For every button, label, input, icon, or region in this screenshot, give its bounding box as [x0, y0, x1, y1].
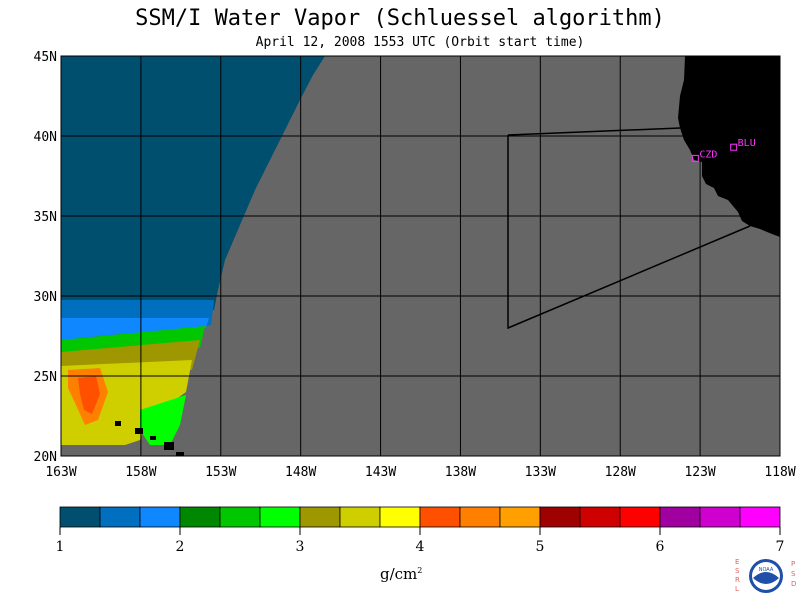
colorbar-tick-label: 3 [296, 539, 305, 555]
colorbar-swatch [139, 506, 181, 528]
colorbar-swatch [299, 506, 341, 528]
map-panel [61, 56, 780, 456]
colorbar-tick-label: 2 [176, 539, 185, 555]
california-landmass [678, 56, 780, 237]
colorbar-swatch [659, 506, 701, 528]
colorbar-swatch [619, 506, 661, 528]
map-subtitle: April 12, 2008 1553 UTC (Orbit start tim… [255, 35, 585, 50]
swath-deep-vapor [61, 56, 325, 310]
colorbar-swatch [259, 506, 301, 528]
station-marker-czd [691, 154, 699, 162]
longitude-label: 163W [45, 465, 76, 480]
colorbar-tick-label: 5 [536, 539, 545, 555]
colorbar-swatch [59, 506, 101, 528]
longitude-label: 118W [764, 465, 795, 480]
colorbar-tick-label: 4 [416, 539, 425, 555]
longitude-label: 153W [205, 465, 236, 480]
svg-text:E: E [735, 558, 739, 566]
svg-text:L: L [735, 585, 739, 593]
longitude-label: 138W [445, 465, 476, 480]
longitude-labels: 163W 158W 153W 148W 143W 138W 133W 128W 123W 118W [45, 465, 795, 480]
longitude-label: 148W [285, 465, 316, 480]
swath-light-blue [61, 318, 209, 342]
psd-letters: PSD [791, 560, 796, 588]
swath-bright-green [140, 395, 186, 445]
svg-text:S: S [735, 567, 740, 575]
latitude-label: 45N [34, 50, 57, 65]
latitude-label: 20N [34, 450, 57, 465]
map-title: SSM/I Water Vapor (Schluessel algorithm) [135, 6, 665, 31]
station-markers: CZD BLU [691, 138, 756, 162]
colorbar-swatch [739, 506, 781, 528]
longitude-label: 123W [684, 465, 715, 480]
longitude-label: 133W [525, 465, 556, 480]
svg-text:NOAA: NOAA [759, 567, 774, 573]
colorbar-unit-label: g/cm2 [380, 565, 423, 583]
colorbar-swatch [539, 506, 581, 528]
colorbar-swatch [579, 506, 621, 528]
domain-outline-top [507, 127, 681, 136]
swath-red-orange [78, 376, 100, 414]
colorbar-swatch [179, 506, 221, 528]
colorbar-swatch [459, 506, 501, 528]
station-marker-blu [730, 143, 738, 151]
svg-text:P: P [791, 560, 795, 568]
colorbar-swatch [379, 506, 421, 528]
colorbar [59, 506, 781, 528]
svg-text:D: D [791, 580, 796, 588]
latitude-label: 30N [34, 290, 57, 305]
colorbar-swatch [339, 506, 381, 528]
colorbar-tick-label: 7 [776, 539, 785, 555]
hawaii-islands [115, 421, 184, 456]
latitude-label: 25N [34, 370, 57, 385]
colorbar-tick-label: 1 [56, 539, 65, 555]
svg-text:S: S [791, 570, 796, 578]
colorbar-swatch [219, 506, 261, 528]
colorbar-tick-label: 6 [656, 539, 665, 555]
station-label-czd: CZD [699, 149, 717, 160]
colorbar-tick-labels: 1 2 3 4 5 6 7 [56, 527, 785, 555]
longitude-label: 158W [125, 465, 156, 480]
latitude-label: 40N [34, 130, 57, 145]
domain-outline [507, 135, 751, 330]
latitude-label: 35N [34, 210, 57, 225]
colorbar-swatch [699, 506, 741, 528]
longitude-label: 128W [605, 465, 636, 480]
station-label-blu: BLU [738, 138, 756, 149]
colorbar-swatch [419, 506, 461, 528]
latitude-labels: 45N 40N 35N 30N 25N 20N [34, 50, 57, 465]
colorbar-swatch [99, 506, 141, 528]
map-frame [60, 55, 781, 457]
colorbar-swatch [499, 506, 541, 528]
longitude-label: 143W [365, 465, 396, 480]
svg-text:R: R [735, 576, 740, 584]
